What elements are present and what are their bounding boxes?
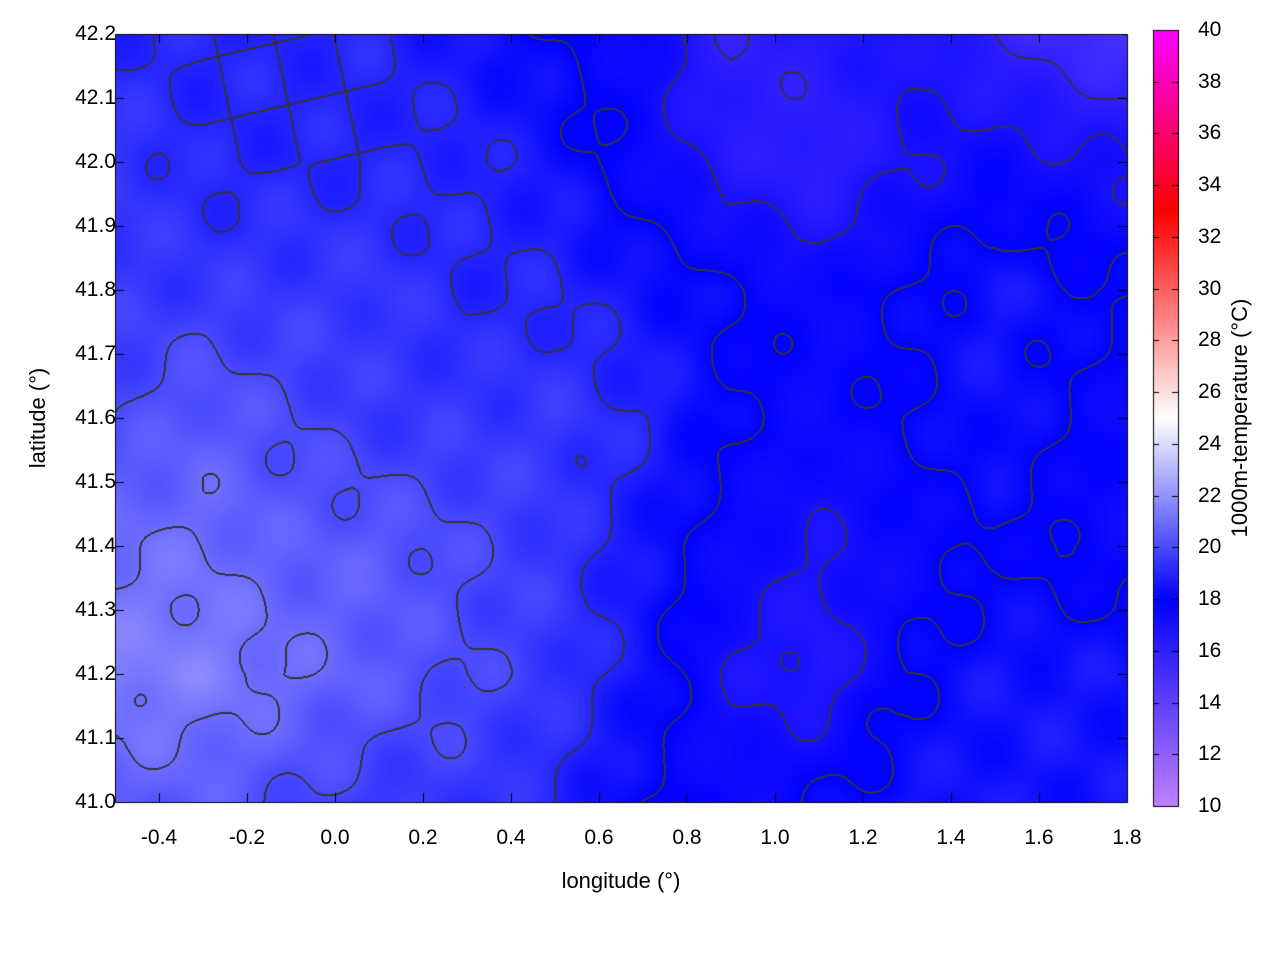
y-tick-label: 41.7 bbox=[75, 342, 116, 365]
x-tick-label: 1.0 bbox=[760, 826, 790, 849]
x-tick-label: -0.4 bbox=[140, 826, 178, 849]
y-tick-label: 41.4 bbox=[75, 534, 116, 557]
colorbar-tick-label: 30 bbox=[1198, 276, 1222, 300]
x-tick-label: 1.2 bbox=[848, 826, 878, 849]
colorbar-tick-label: 14 bbox=[1198, 690, 1222, 714]
colorbar-tick-label: 24 bbox=[1198, 431, 1222, 455]
colorbar-tick-label: 20 bbox=[1198, 535, 1222, 559]
colorbar-tick-label: 28 bbox=[1198, 328, 1222, 352]
y-tick-label: 41.6 bbox=[75, 406, 116, 429]
colorbar-tick-label: 26 bbox=[1198, 380, 1222, 404]
colorbar-tick-label: 16 bbox=[1198, 638, 1222, 662]
x-tick-label: 1.4 bbox=[936, 826, 966, 849]
colorbar-tick-label: 18 bbox=[1198, 587, 1222, 611]
x-tick-label: 1.6 bbox=[1024, 826, 1054, 849]
y-tick-label: 41.2 bbox=[75, 662, 116, 685]
x-tick-label: 0.0 bbox=[320, 826, 350, 849]
y-tick-label: 41.1 bbox=[75, 726, 116, 749]
colorbar-tick-label: 38 bbox=[1198, 69, 1222, 93]
colorbar-tick-label: 10 bbox=[1198, 794, 1222, 817]
y-tick-label: 41.3 bbox=[75, 598, 116, 621]
colorbar-tick-label: 12 bbox=[1198, 742, 1222, 766]
y-tick-label: 42.2 bbox=[75, 22, 116, 45]
x-tick-label: 1.8 bbox=[1112, 826, 1142, 849]
y-tick-label: 42.0 bbox=[75, 150, 116, 173]
colorbar-label: 1000m-temperature (°C) bbox=[1227, 298, 1252, 538]
x-tick-label: 0.4 bbox=[496, 826, 526, 849]
colorbar-tick-label: 22 bbox=[1198, 483, 1222, 507]
colorbar-tick-label: 32 bbox=[1198, 224, 1222, 248]
x-tick-label: 0.2 bbox=[408, 826, 438, 849]
colorbar-tick-label: 34 bbox=[1198, 173, 1222, 197]
x-axis-label: longitude (°) bbox=[561, 868, 681, 893]
y-tick-label: 41.0 bbox=[75, 790, 116, 813]
x-tick-label: -0.2 bbox=[228, 826, 266, 849]
y-tick-label: 41.5 bbox=[75, 470, 116, 493]
y-tick-label: 41.8 bbox=[75, 278, 116, 301]
y-tick-label: 42.1 bbox=[75, 86, 116, 109]
y-tick-label: 41.9 bbox=[75, 214, 116, 237]
x-tick-label: 0.8 bbox=[672, 826, 702, 849]
colorbar-tick-label: 40 bbox=[1198, 18, 1222, 41]
x-tick-label: 0.6 bbox=[584, 826, 614, 849]
y-axis-label: latitude (°) bbox=[25, 367, 50, 469]
colorbar-tick-label: 36 bbox=[1198, 121, 1222, 145]
